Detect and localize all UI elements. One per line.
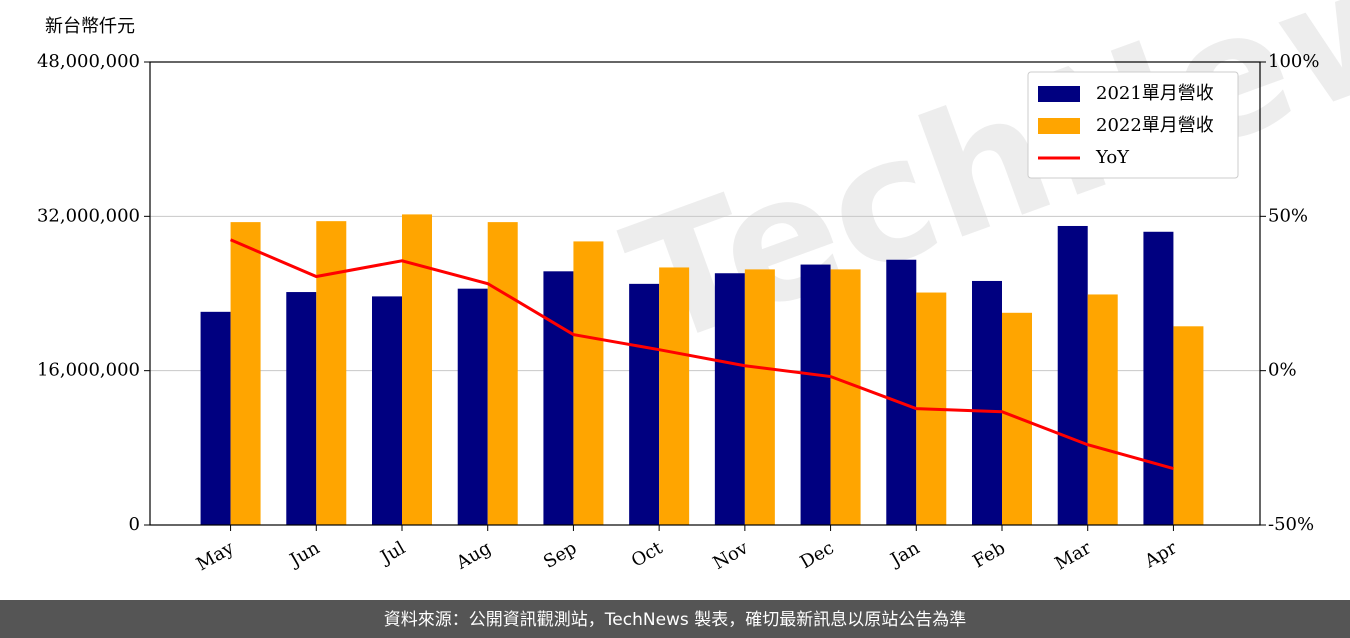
x-tick-label: Jun: [285, 537, 324, 572]
bar: [457, 288, 488, 525]
x-tick-label: Dec: [797, 537, 838, 573]
legend-swatch: [1038, 118, 1080, 134]
legend: 2021單月營收 2022單月營收 YoY: [1027, 71, 1239, 179]
bar: [1087, 294, 1118, 525]
bar: [372, 296, 402, 525]
bar: [286, 292, 317, 525]
x-tick-label: Jan: [885, 537, 923, 571]
x-tick-label: Jul: [375, 537, 409, 569]
legend-label: YoY: [1095, 147, 1130, 168]
bar: [487, 222, 518, 525]
bar: [886, 259, 917, 525]
bar: [629, 283, 660, 525]
x-tick-label: Aug: [452, 537, 495, 574]
footer: 資料來源：公開資訊觀測站，TechNews 製表，確切最新訊息以原站公告為準: [384, 610, 966, 630]
bar: [573, 241, 604, 525]
x-tick-label: Oct: [628, 537, 667, 572]
bar: [800, 264, 831, 525]
bar: [1173, 326, 1204, 525]
legend-label: 2021單月營收: [1096, 83, 1214, 104]
bar: [1057, 225, 1088, 525]
y2-tick-label: 100%: [1268, 51, 1319, 72]
y-tick-label: 0: [129, 514, 140, 535]
bar: [972, 280, 1002, 525]
footer-bar: [0, 600, 1350, 638]
y-tick-label: 32,000,000: [37, 205, 140, 226]
x-tick-label: Mar: [1051, 537, 1095, 574]
x-tick-label: Sep: [540, 537, 580, 572]
bar: [744, 269, 775, 525]
x-tick-label: May: [193, 537, 238, 575]
bar: [316, 221, 347, 525]
x-tick-label: Nov: [710, 537, 753, 574]
y-axis-label: 新台幣仟元: [45, 16, 135, 37]
x-tick-label: Feb: [969, 537, 1009, 572]
line: [229, 238, 1174, 470]
y-tick-label: 16,000,000: [37, 360, 140, 381]
legend-swatch: [1038, 86, 1080, 102]
y2-tick-label: 50%: [1268, 205, 1308, 226]
y2-tick-label: 0%: [1268, 360, 1297, 381]
bar: [200, 311, 231, 525]
x-tick-label: Apr: [1140, 537, 1180, 572]
bar: [543, 271, 574, 525]
legend-box: [1027, 71, 1239, 179]
legend-label: 2022單月營收: [1096, 115, 1214, 136]
plot-frame: [149, 61, 1261, 526]
bar: [1143, 231, 1174, 525]
bar: [714, 273, 745, 525]
y-tick-label: 48,000,000: [37, 51, 140, 72]
y2-tick-label: -50%: [1268, 514, 1314, 535]
bar: [230, 222, 261, 525]
bar: [830, 269, 861, 525]
bar: [659, 267, 690, 525]
